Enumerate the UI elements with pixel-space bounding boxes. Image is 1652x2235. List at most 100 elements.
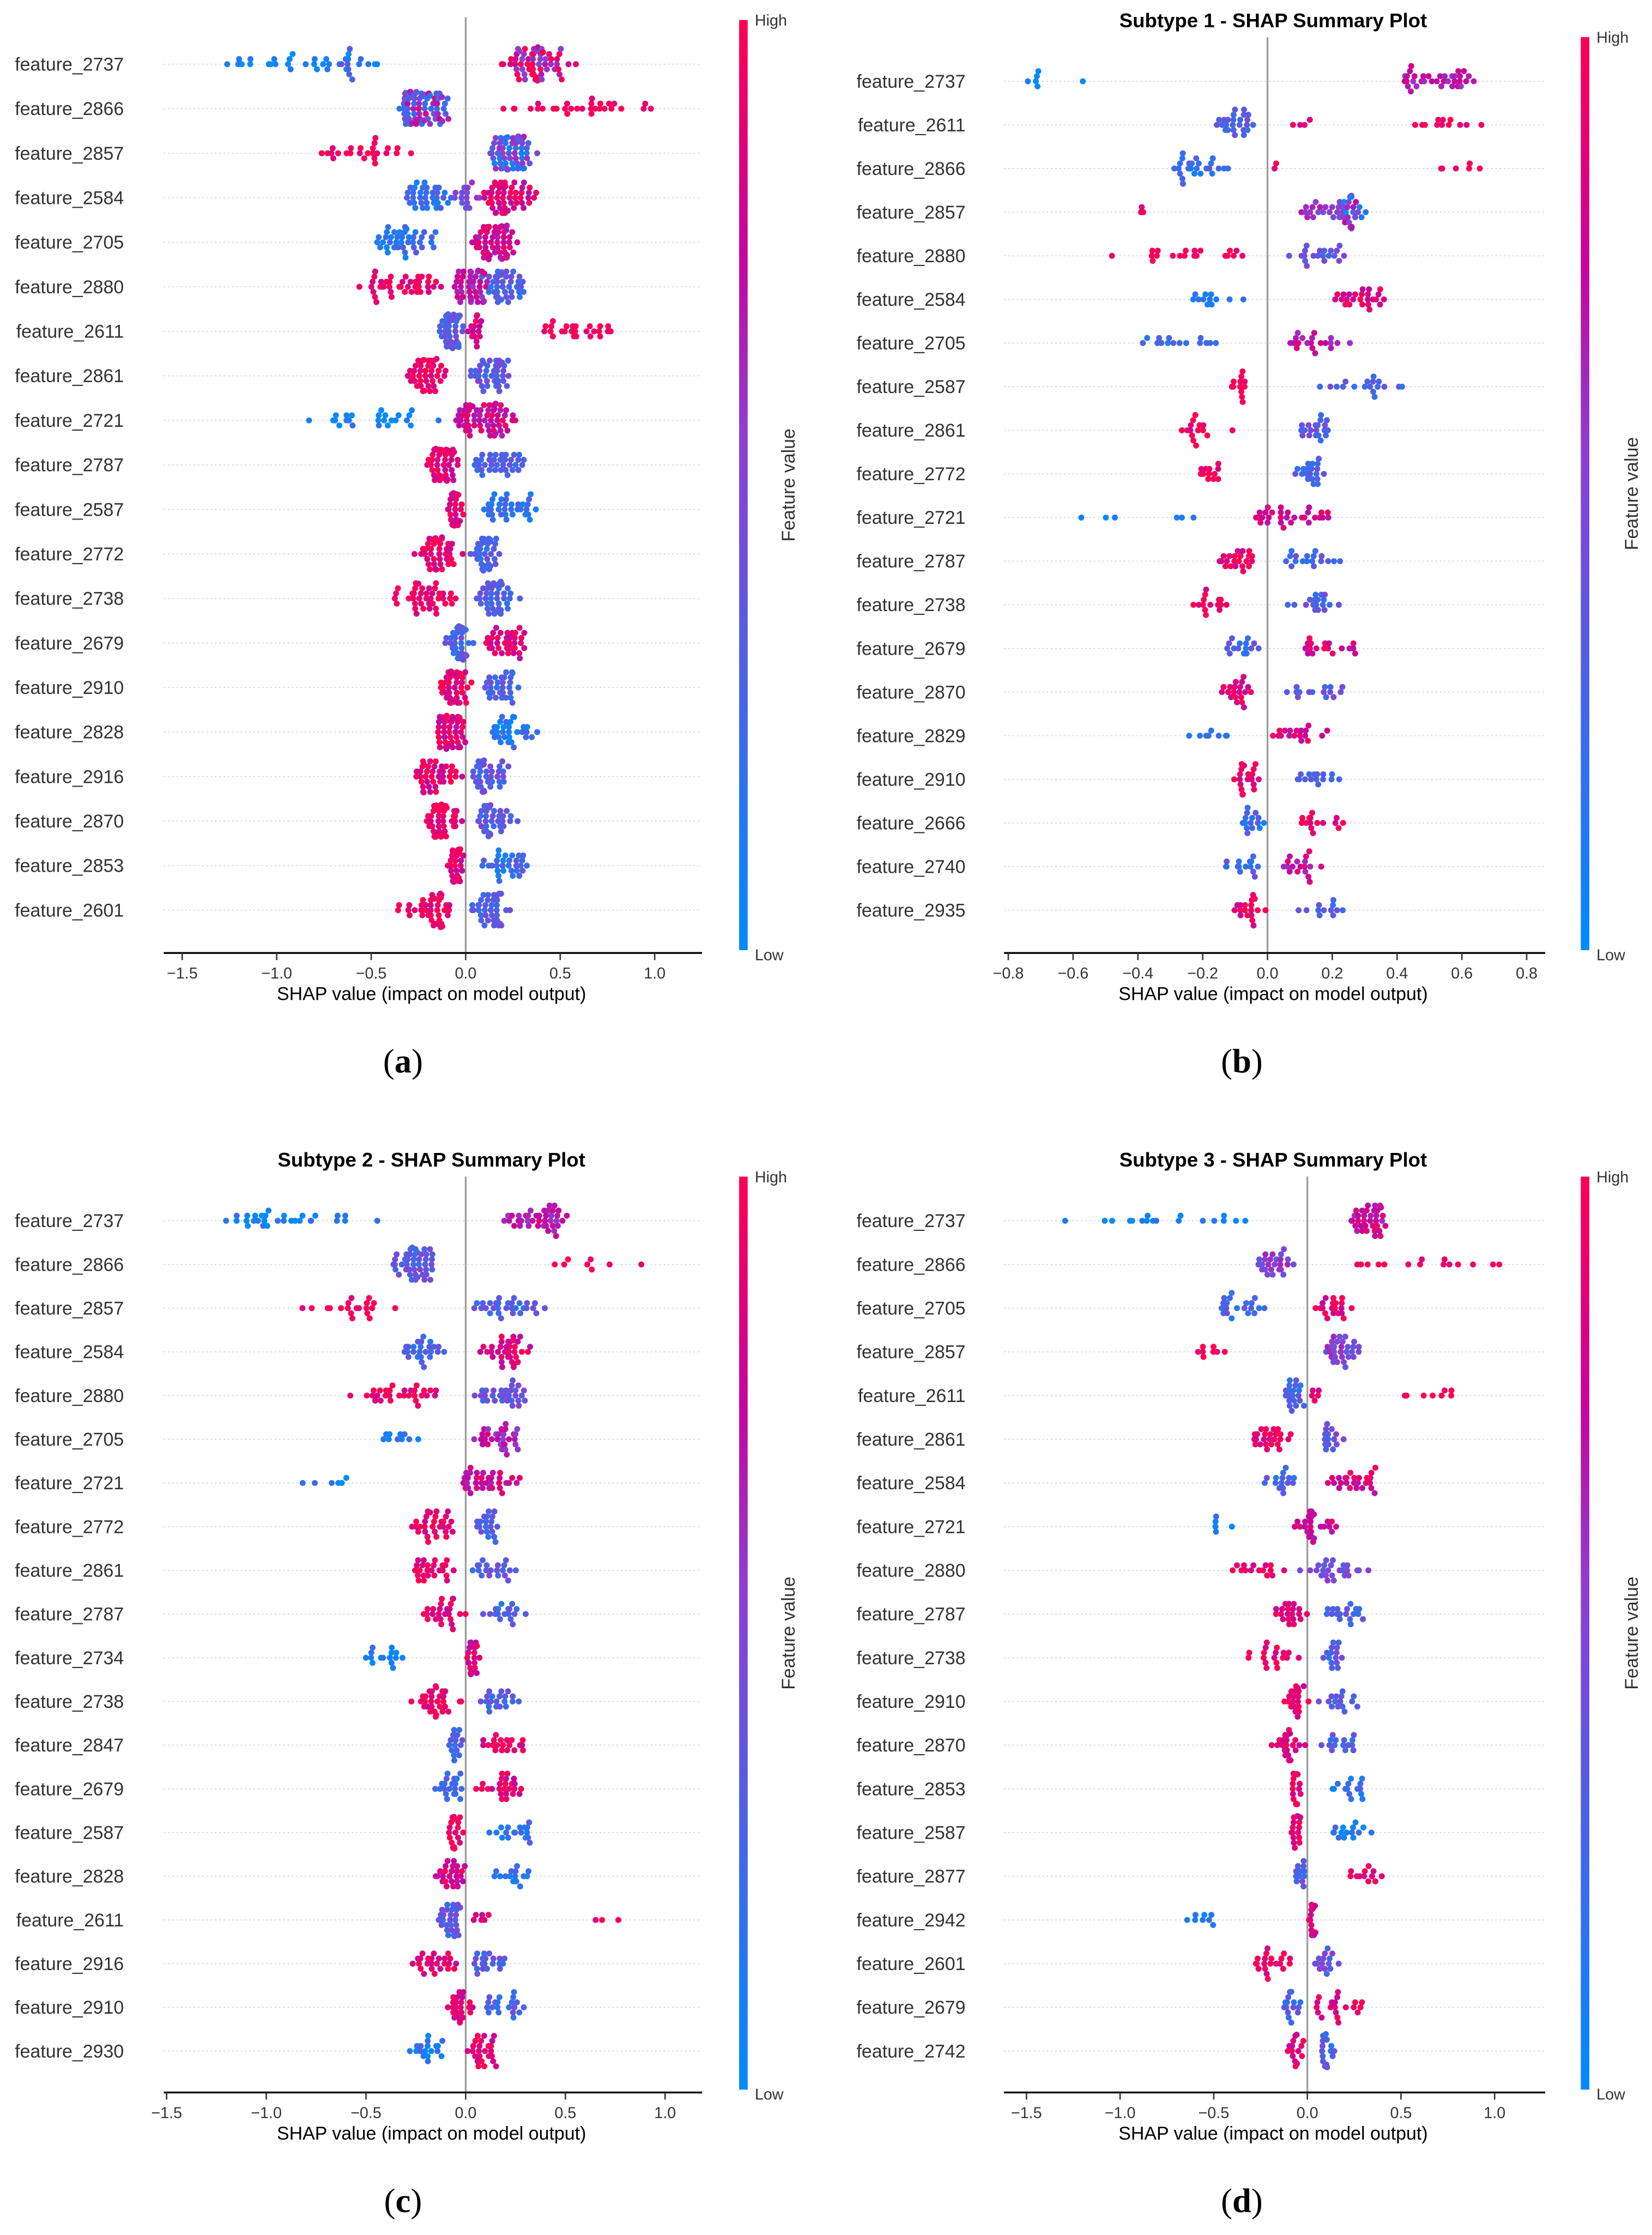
shap-point <box>385 224 391 230</box>
shap-point <box>469 179 475 186</box>
shap-point <box>433 566 440 573</box>
shap-point <box>509 1999 515 2006</box>
shap-point <box>485 917 491 923</box>
feature-label: feature_2866 <box>15 99 124 119</box>
feature-points <box>407 2033 499 2070</box>
shap-point <box>1315 432 1322 439</box>
shap-point <box>505 763 512 770</box>
shap-point <box>1376 1228 1383 1234</box>
shap-point <box>491 1873 498 1880</box>
shap-point <box>1455 1261 1461 1268</box>
shap-point <box>1213 296 1219 303</box>
shap-point <box>1239 679 1245 685</box>
shap-point <box>409 1960 416 1967</box>
shap-point <box>1324 509 1331 516</box>
shap-point <box>489 234 496 240</box>
shap-point <box>506 684 513 691</box>
shap-point <box>1291 602 1298 608</box>
shap-point <box>403 226 410 232</box>
shap-point <box>1282 727 1288 734</box>
shap-point <box>1200 1349 1206 1355</box>
shap-point <box>521 630 528 636</box>
shap-point <box>1311 330 1317 336</box>
shap-point <box>1166 335 1172 341</box>
shap-point <box>1290 1791 1296 1797</box>
shap-point <box>370 150 376 156</box>
shap-point <box>1215 165 1222 172</box>
feature-label: feature_2587 <box>15 1823 124 1844</box>
shap-point <box>500 200 507 206</box>
shap-point <box>1292 1382 1299 1388</box>
shap-point <box>496 422 503 428</box>
shap-point <box>518 635 525 641</box>
shap-point <box>1318 1572 1324 1579</box>
shap-point <box>501 1562 507 1568</box>
shap-point <box>1269 1251 1276 1258</box>
shap-point <box>410 189 416 196</box>
caption-paren-close: ) <box>410 2182 422 2220</box>
feature-label: feature_2857 <box>15 1298 124 1319</box>
shap-point <box>1324 727 1330 734</box>
shap-point <box>496 388 503 394</box>
shap-point <box>365 61 372 68</box>
shap-point <box>1239 252 1245 259</box>
shap-point <box>393 1650 400 1656</box>
shap-point <box>503 467 509 473</box>
shap-point <box>1226 640 1232 647</box>
shap-point <box>465 407 472 414</box>
shap-point <box>499 684 506 691</box>
shap-point <box>442 1868 449 1875</box>
shap-point <box>1221 1212 1227 1219</box>
shap-point <box>494 288 500 295</box>
shap-point <box>494 774 501 780</box>
shap-point <box>490 422 497 428</box>
shap-point <box>447 1922 454 1928</box>
shap-point <box>1237 117 1243 123</box>
feature-label: feature_2857 <box>856 202 965 223</box>
shap-point <box>515 1397 522 1404</box>
x-tick-label: −0.2 <box>1187 965 1218 982</box>
shap-point <box>1307 209 1314 215</box>
shap-point <box>493 1698 500 1705</box>
shap-point <box>1285 1611 1291 1617</box>
shap-point <box>1329 771 1335 777</box>
shap-point <box>1263 1971 1270 1977</box>
shap-point <box>414 179 420 186</box>
shap-point <box>503 1557 509 1563</box>
shap-point <box>512 1441 519 1448</box>
shap-point <box>1339 684 1346 690</box>
shap-point <box>555 66 562 73</box>
shap-point <box>1461 68 1467 74</box>
shap-point <box>1313 427 1320 433</box>
shap-point <box>1309 461 1316 467</box>
shap-point <box>1198 466 1205 472</box>
shap-point <box>499 679 506 686</box>
shap-point <box>453 690 460 696</box>
shap-point <box>364 1310 371 1316</box>
shap-point <box>1330 1639 1336 1646</box>
shap-point <box>489 2053 495 2059</box>
shap-point <box>483 590 490 597</box>
shap-point <box>1293 727 1300 734</box>
x-tick-label: 0.5 <box>1390 2105 1412 2122</box>
shap-point <box>482 684 488 691</box>
shap-point <box>1352 214 1358 221</box>
feature-label: feature_2828 <box>15 1866 124 1887</box>
shap-point <box>412 229 419 235</box>
shap-point <box>446 1742 452 1748</box>
shap-point <box>452 818 458 824</box>
shap-point <box>506 734 512 740</box>
shap-point <box>494 2004 501 2010</box>
shap-point <box>1327 689 1334 696</box>
shap-point <box>1293 553 1299 559</box>
shap-point <box>534 729 541 735</box>
shap-point <box>495 600 502 607</box>
shap-point <box>1370 1868 1377 1875</box>
shap-point <box>479 1431 486 1437</box>
shap-point <box>508 200 515 206</box>
shap-point <box>1321 596 1327 603</box>
shap-point <box>499 279 506 285</box>
shap-point <box>455 457 461 463</box>
shap-point <box>1341 199 1347 206</box>
shap-point <box>548 1212 554 1219</box>
